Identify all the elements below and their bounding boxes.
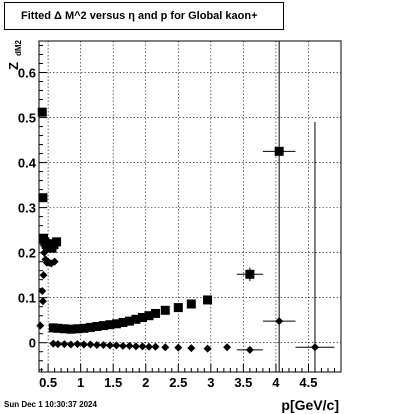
data-point-square	[111, 319, 121, 329]
data-point-square	[124, 316, 134, 326]
data-point-diamond	[60, 340, 69, 349]
data-point-square	[52, 237, 62, 247]
data-point-diamond	[66, 340, 75, 349]
data-point-diamond	[39, 271, 48, 280]
data-point-square	[66, 324, 76, 334]
data-point-square	[59, 324, 69, 334]
x-tick-label: 4	[272, 375, 280, 390]
data-point-square	[92, 322, 102, 332]
data-point-diamond	[36, 321, 45, 330]
data-point-diamond	[223, 343, 232, 352]
data-point-diamond	[73, 340, 82, 349]
data-point-diamond	[118, 341, 127, 350]
y-tick-label: 0	[29, 336, 36, 351]
data-point-square	[131, 314, 141, 324]
x-tick-label: 4.5	[299, 375, 317, 390]
y-tick-label: 0.4	[18, 156, 37, 171]
data-point-square	[79, 323, 89, 333]
data-point-square	[48, 323, 58, 333]
data-point-diamond	[125, 341, 134, 350]
data-point-diamond	[105, 341, 114, 350]
data-point-diamond	[144, 342, 153, 351]
x-tick-label: 2.5	[169, 375, 187, 390]
data-point-diamond	[50, 257, 59, 266]
data-point-diamond	[131, 342, 140, 351]
data-point-diamond	[79, 340, 88, 349]
plot-frame	[38, 40, 342, 373]
data-point-diamond	[310, 343, 319, 352]
timestamp: Sun Dec 1 10:30:37 2024	[4, 400, 97, 409]
y-tick-label: 0.6	[18, 66, 36, 81]
y-tick-label: 0.3	[18, 201, 36, 216]
y-tick-label: 0.2	[18, 246, 36, 261]
data-point-diamond	[161, 343, 170, 352]
data-point-square	[245, 269, 255, 279]
data-point-diamond	[38, 297, 47, 306]
y-axis-label: Z	[6, 62, 21, 70]
data-point-square	[186, 299, 196, 309]
chart-title: Fitted Δ M^2 versus η and p for Global k…	[4, 2, 284, 30]
data-point-square	[203, 295, 213, 305]
data-point-diamond	[92, 340, 101, 349]
x-tick-label: 3	[207, 375, 214, 390]
y-axis-label-subscript: dM2	[14, 39, 23, 56]
data-point-square	[98, 321, 108, 331]
y-tick-label: 0.5	[18, 111, 36, 126]
data-point-diamond	[53, 340, 62, 349]
data-point-diamond	[151, 342, 160, 351]
plot-area	[39, 41, 341, 372]
data-point-diamond	[38, 286, 47, 295]
data-point-square	[53, 323, 63, 333]
data-point-square	[72, 324, 82, 334]
data-point-square	[160, 305, 170, 315]
data-point-diamond	[112, 341, 121, 350]
x-tick-label: 3.5	[234, 375, 252, 390]
data-point-diamond	[187, 344, 196, 353]
data-point-diamond	[138, 342, 147, 351]
x-tick-label: 1.5	[104, 375, 122, 390]
data-point-square	[38, 193, 48, 203]
data-point-diamond	[86, 340, 95, 349]
data-point-diamond	[40, 248, 49, 257]
y-tick-label: 0.1	[18, 291, 36, 306]
x-tick-label: 2	[142, 375, 149, 390]
data-point-square	[151, 308, 161, 318]
data-point-square	[144, 311, 154, 321]
data-point-square	[137, 313, 147, 323]
x-tick-label: 0.5	[39, 375, 57, 390]
data-point-square	[274, 146, 284, 156]
data-point-diamond	[203, 344, 212, 353]
data-point-square	[85, 322, 95, 332]
data-point-diamond	[275, 317, 284, 326]
data-point-diamond	[245, 345, 254, 354]
data-point-diamond	[99, 340, 108, 349]
data-point-square	[173, 303, 183, 313]
data-point-square	[37, 107, 47, 117]
data-point-diamond	[174, 343, 183, 352]
x-axis-label: p[GeV/c]	[281, 397, 339, 413]
x-tick-label: 1	[77, 375, 84, 390]
data-point-square	[105, 320, 115, 330]
data-point-diamond	[49, 339, 58, 348]
data-point-square	[118, 317, 128, 327]
